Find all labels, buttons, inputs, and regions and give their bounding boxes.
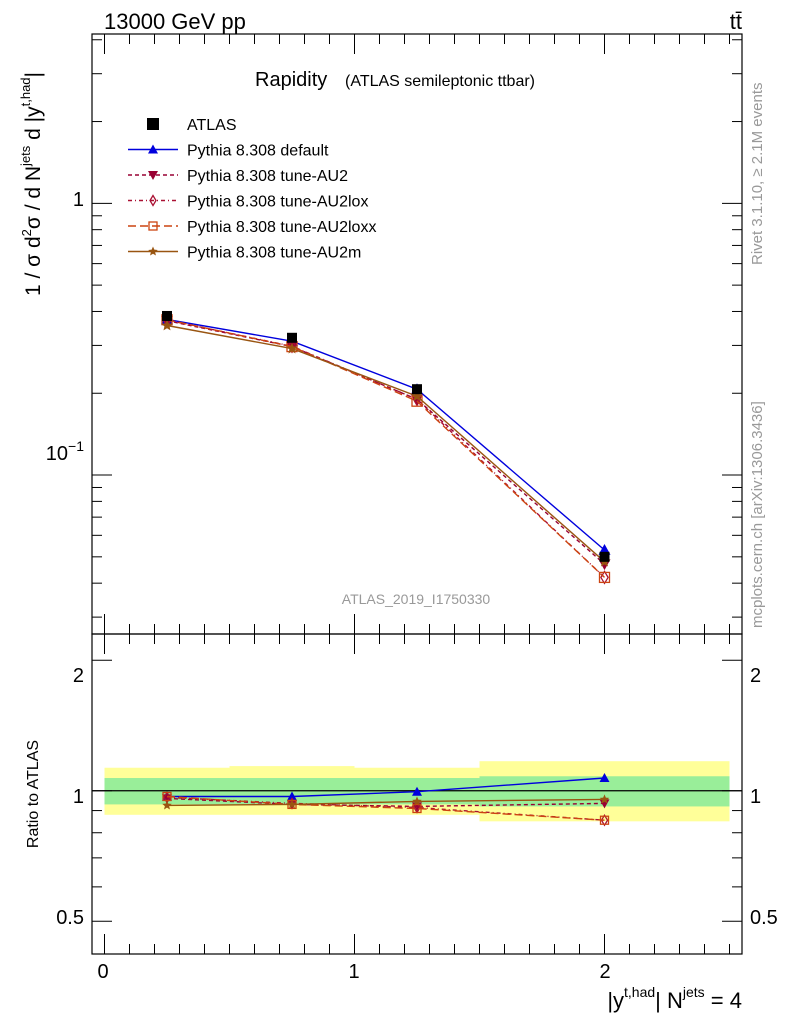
series-point-2 <box>600 570 609 585</box>
legend-label-3: Pythia 8.308 tune-AU2lox <box>187 194 368 211</box>
mcplots-label: mcplots.cern.ch [arXiv:1306.3436] <box>749 401 766 628</box>
x-tick-label-2: 2 <box>599 961 610 983</box>
ratio-point-0 <box>287 791 297 801</box>
series-line-1 <box>166 320 605 565</box>
series-line-4 <box>166 324 605 563</box>
legend-label-1: Pythia 8.308 default <box>187 143 329 160</box>
uncertainty-bands <box>92 761 742 822</box>
atlas-data-point <box>599 551 610 562</box>
ratio-line-4 <box>166 798 605 807</box>
energy-label: 13000 GeV pp <box>104 9 246 34</box>
x-axis-title: |yt,had| Njets = 4 <box>607 984 742 1013</box>
svg-text:1 / σ d2σ / d Njets d |yt,had|: 1 / σ d2σ / d Njets d |yt,had| <box>18 72 45 296</box>
legend-marker-2 <box>148 171 158 180</box>
ratio-point-2 <box>600 813 609 827</box>
ratio-tick-marks <box>92 634 742 954</box>
ratio-point-4 <box>162 800 172 810</box>
ratio-tick-label-2-right: 2 <box>750 665 761 687</box>
x-tick-label-1: 1 <box>348 961 359 983</box>
ratio-tick-label-1-right: 1 <box>750 786 761 808</box>
ratio-line-1 <box>166 797 605 808</box>
main-panel: Rapidity (ATLAS semileptonic ttbar) ATLA… <box>46 33 743 635</box>
x-tick-label-0: 0 <box>97 961 108 983</box>
legend-marker-5 <box>148 246 158 256</box>
ratio-panel: 2 1 0.5 2 1 0.5 0 1 2 <box>56 633 778 983</box>
ratio-point-0 <box>599 773 610 783</box>
ratio-point-3 <box>412 803 422 814</box>
series-line-2 <box>166 319 605 578</box>
y-tick-label-0-1: 10−1 <box>46 438 84 465</box>
atlas-data-point <box>287 332 297 343</box>
y-axis-title-ratio: Ratio to ATLAS <box>25 740 42 848</box>
analysis-watermark: ATLAS_2019_I1750330 <box>342 591 491 607</box>
legend-label-4: Pythia 8.308 tune-AU2loxx <box>187 219 376 236</box>
atlas-data-point <box>412 384 422 395</box>
ratio-curves <box>162 773 610 827</box>
ratio-point-4 <box>599 794 610 804</box>
ratio-tick-label-2: 2 <box>73 665 84 687</box>
legend-label-0: ATLAS <box>187 117 237 134</box>
legend-label-2: Pythia 8.308 tune-AU2 <box>187 168 348 185</box>
legend-marker-0 <box>147 118 159 130</box>
process-label: tt̄ <box>730 9 742 34</box>
plot-subtitle: (ATLAS semileptonic ttbar) <box>345 73 535 90</box>
y-axis-title-main: 1 / σ d2σ / d Njets d |yt,had| <box>18 72 45 296</box>
legend-label-5: Pythia 8.308 tune-AU2m <box>187 245 361 262</box>
series-point-4 <box>286 342 298 354</box>
series-line-0 <box>166 318 605 551</box>
main-curves <box>161 310 611 585</box>
main-tick-marks <box>92 34 742 634</box>
series-point-4 <box>161 319 173 331</box>
rivet-label: Rivet 3.1.10, ≥ 2.1M events <box>749 83 766 266</box>
plot-title: Rapidity <box>255 69 327 91</box>
legend: ATLAS Pythia 8.308 default Pythia 8.308 tu… <box>128 117 376 262</box>
svg-text:|yt,had| Njets = 4: |yt,had| Njets = 4 <box>607 984 742 1013</box>
ratio-point-4 <box>412 796 422 806</box>
ratio-tick-label-0-5: 0.5 <box>56 907 84 929</box>
ratio-point-0 <box>412 786 422 796</box>
series-point-3 <box>598 571 611 584</box>
ratio-point-4 <box>287 799 297 809</box>
ratio-line-0 <box>167 777 605 798</box>
atlas-data-point <box>162 310 172 321</box>
ratio-tick-label-0-5-right: 0.5 <box>750 907 778 929</box>
series-line-3 <box>166 319 605 578</box>
series-point-4 <box>411 390 423 402</box>
ratio-line-3 <box>166 795 605 821</box>
legend-marker-3 <box>149 194 157 207</box>
legend-marker-1 <box>148 144 158 154</box>
y-tick-label-1: 1 <box>73 189 84 211</box>
legend-marker-4 <box>148 221 158 231</box>
ratio-point-3 <box>599 815 610 825</box>
ratio-tick-label-1: 1 <box>73 786 84 808</box>
ratio-frame <box>91 633 743 955</box>
